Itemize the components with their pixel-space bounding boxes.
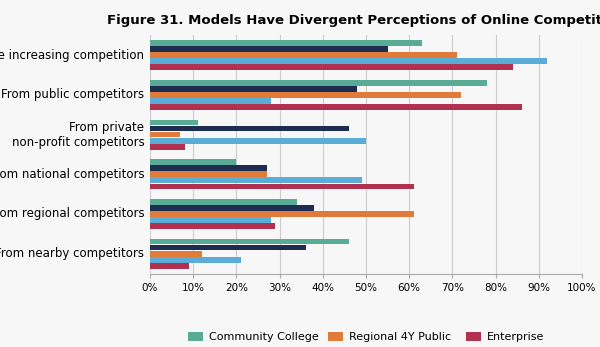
Bar [150,138,366,144]
Bar [150,119,197,125]
Bar [150,223,275,229]
Bar [150,98,271,104]
Bar [150,92,461,98]
Bar [150,263,189,269]
Bar [150,251,202,256]
Bar [150,217,271,223]
Bar [150,58,547,64]
Bar [150,171,266,177]
Bar [150,104,521,110]
Title: Figure 31. Models Have Divergent Perceptions of Online Competition: Figure 31. Models Have Divergent Percept… [107,14,600,27]
Bar [150,245,305,251]
Bar [150,211,413,217]
Bar [150,177,362,183]
Bar [150,65,513,70]
Bar [150,80,487,86]
Bar [150,144,185,150]
Bar [150,126,349,132]
Bar [150,52,457,58]
Bar [150,165,266,171]
Bar [150,257,241,263]
Bar [150,199,297,205]
Bar [150,132,180,137]
Bar [150,239,349,244]
Bar [150,86,358,92]
Bar [150,159,236,165]
Legend: Community College, Low-Enrollment 4Y, Regional 4Y Public, Regional 4Y Private, E: Community College, Low-Enrollment 4Y, Re… [184,328,548,347]
Bar [150,184,413,189]
Bar [150,205,314,211]
Bar [150,46,388,52]
Bar [150,40,422,46]
